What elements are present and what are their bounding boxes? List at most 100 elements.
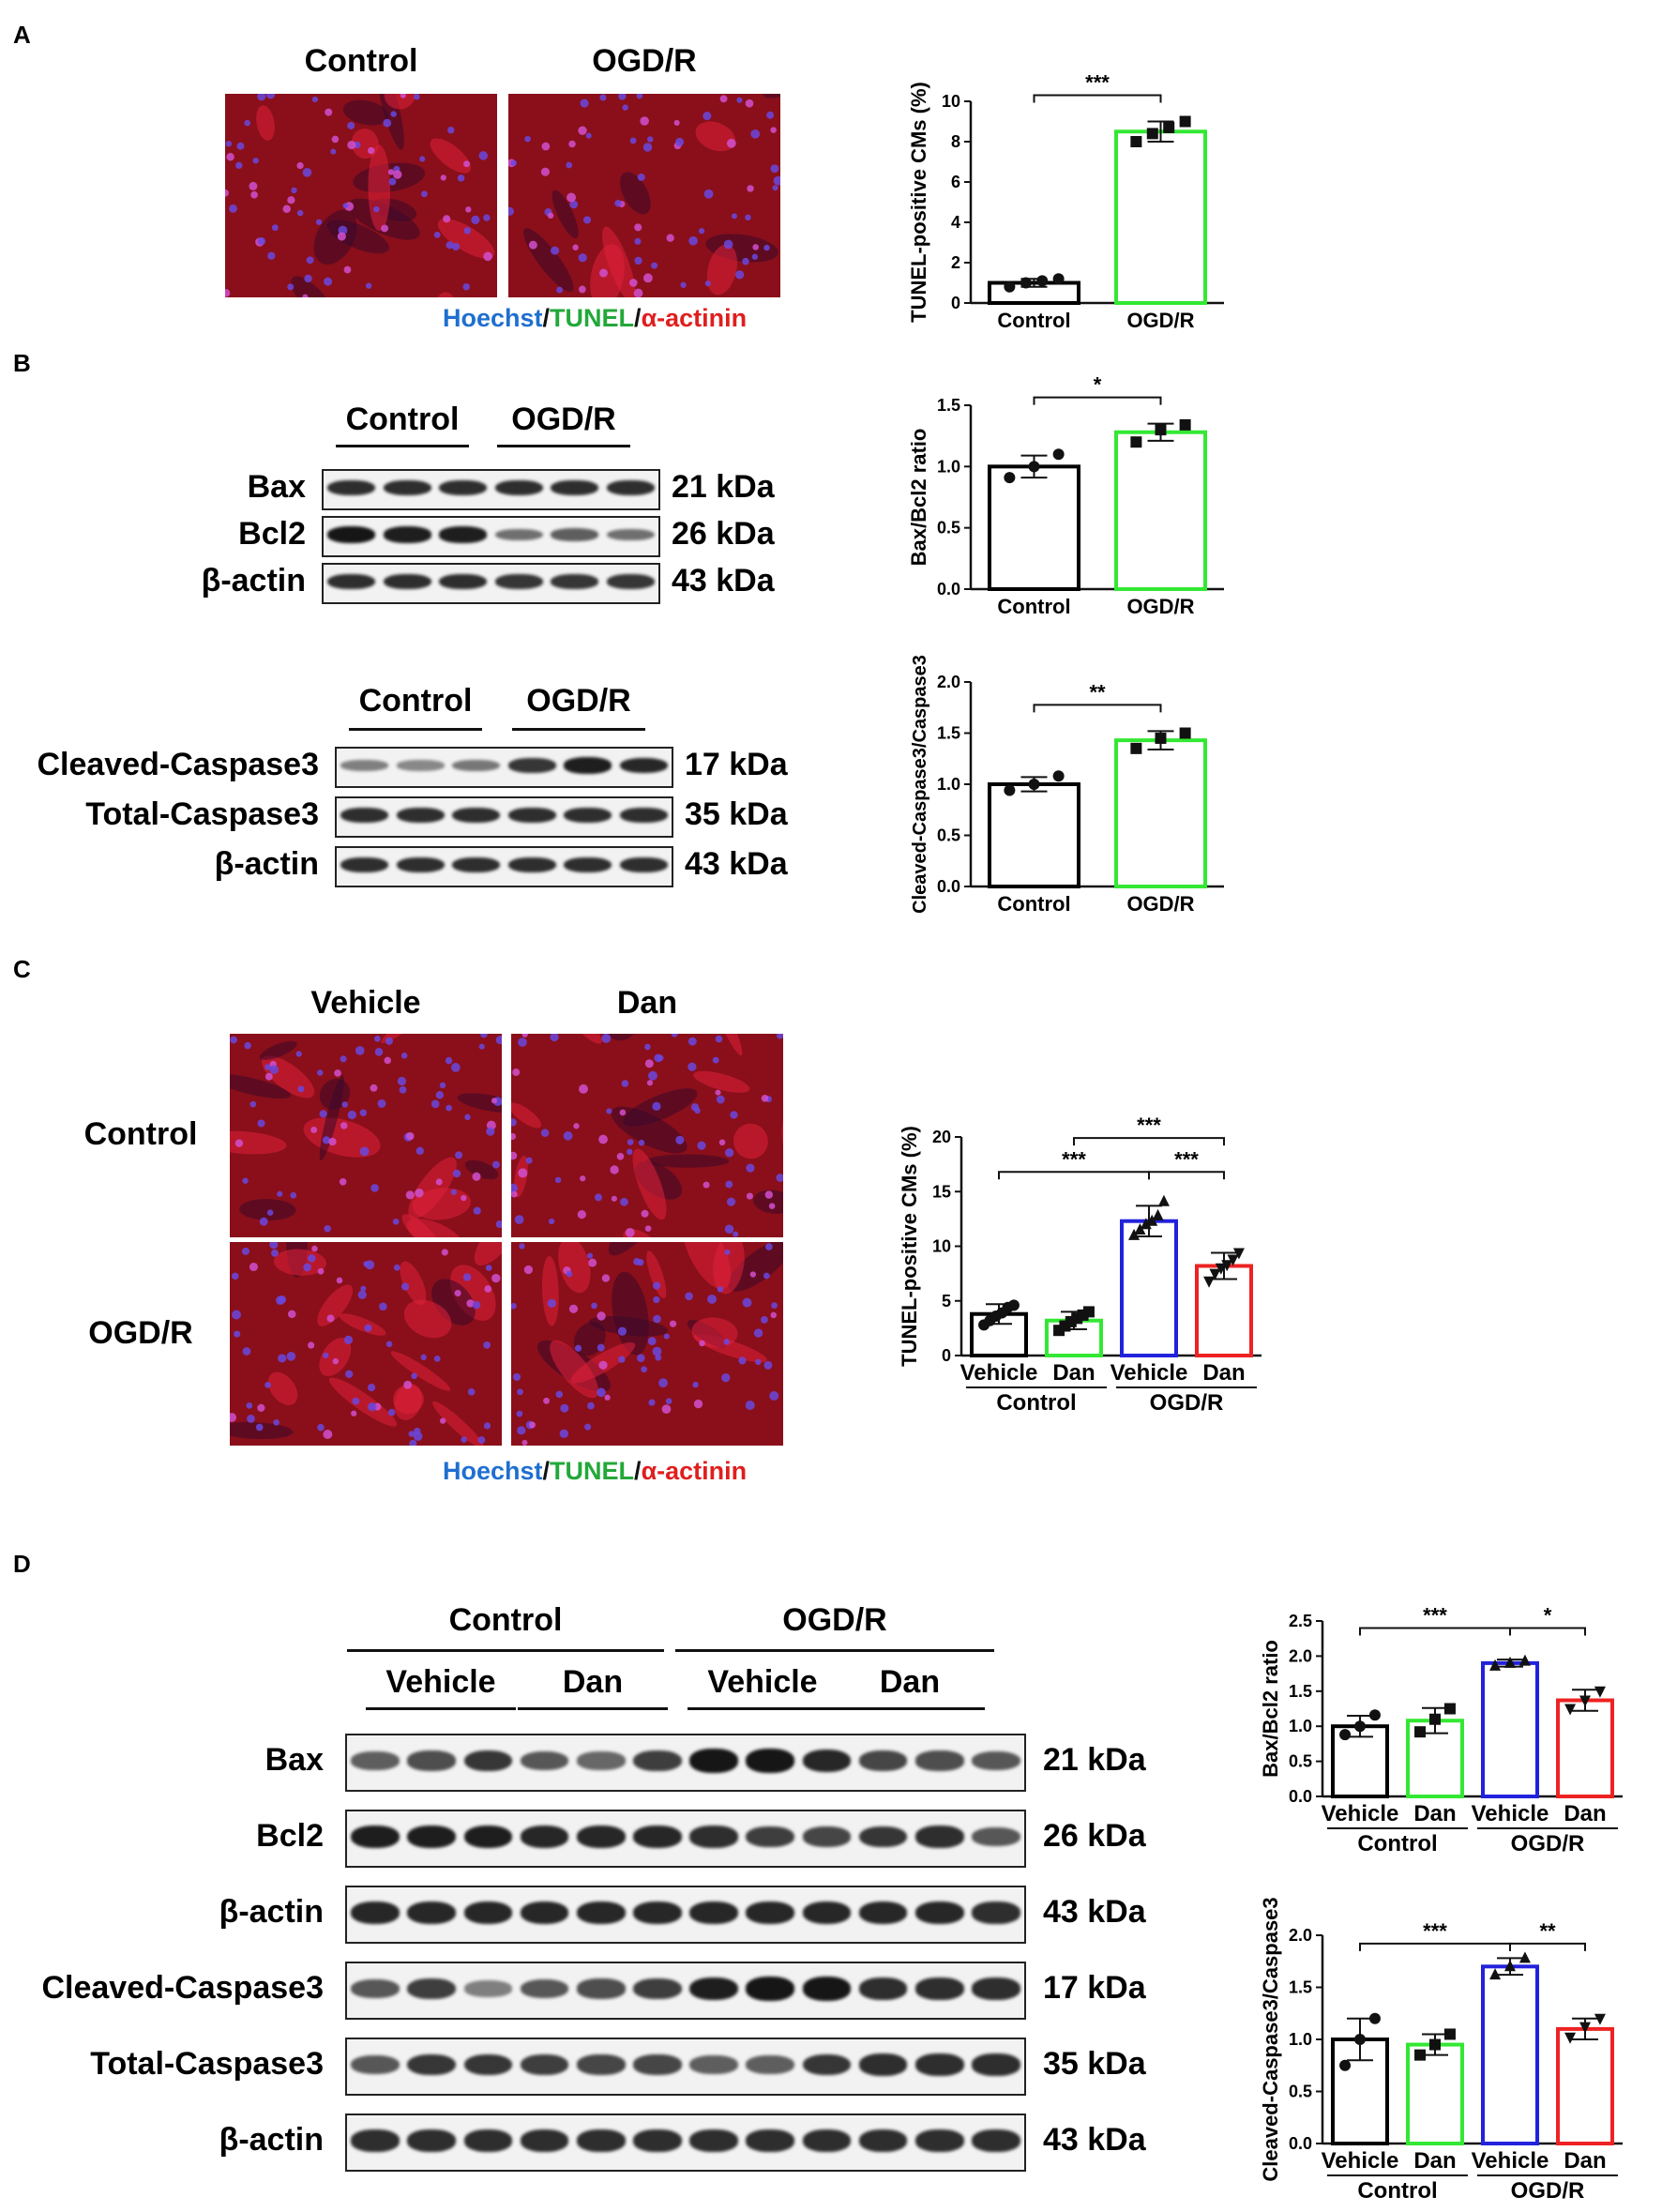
blot-label: β-actin: [214, 846, 319, 882]
data-point: [1579, 2022, 1591, 2034]
micrograph-c-ogdr-dan: [511, 1242, 783, 1446]
blot-kda: 43 kDa: [1043, 2122, 1146, 2158]
blot-band: [972, 2129, 1020, 2152]
blot-band: [858, 2129, 908, 2152]
blot-band: [407, 1825, 457, 1849]
y-tick-label: 1.0: [937, 775, 960, 794]
blot-band: [340, 807, 389, 824]
blot-strip: [335, 846, 673, 887]
blot-strip: [335, 796, 673, 838]
blot-label: Cleaved-Caspase3: [37, 747, 319, 782]
row-title-ogdr: OGD/R: [88, 1315, 193, 1351]
blot-band: [551, 479, 599, 496]
x-tick-label: Dan: [1413, 1801, 1456, 1826]
data-point: [1339, 2059, 1352, 2071]
micrograph-a-control: [225, 94, 497, 297]
significance-bracket: [1148, 1171, 1225, 1180]
blot-band: [452, 759, 501, 772]
blot-band: [689, 1901, 738, 1925]
data-point: [1128, 1228, 1141, 1240]
blot-group-line: [518, 1707, 668, 1710]
blot-label: β-actin: [219, 1894, 324, 1930]
data-point: [1594, 2013, 1606, 2025]
blot-band: [802, 1826, 852, 1847]
chart-c-tunel: 0 5 10 15 20 TUNEL-positive CMs (%) Vehicle Dan…: [898, 1114, 1262, 1416]
data-point: [1134, 1223, 1146, 1235]
data-point: [1504, 1960, 1516, 1972]
blot-band: [576, 1978, 626, 1999]
data-point: [1052, 273, 1065, 285]
blot-band: [507, 856, 556, 873]
blot-label: Total-Caspase3: [85, 796, 319, 832]
micrograph-a-ogdr: [508, 94, 780, 297]
blot-band: [351, 2054, 400, 2075]
y-tick-label: 1.5: [937, 724, 960, 743]
data-point: [1504, 1656, 1516, 1668]
blot-label: β-actin: [201, 563, 306, 598]
y-tick-label: 15: [932, 1182, 951, 1201]
blot-band: [351, 2129, 400, 2152]
blot-band: [463, 2053, 513, 2076]
blot-band: [351, 1901, 400, 1925]
significance-bracket: [1509, 1942, 1586, 1951]
blot-band: [858, 1826, 908, 1848]
y-tick-label: 0: [951, 294, 960, 312]
data-point: [1429, 2038, 1441, 2051]
blot-band: [407, 2053, 457, 2076]
blot-label: Total-Caspase3: [90, 2046, 324, 2082]
data-point: [1203, 1276, 1216, 1288]
micrograph-c-control-vehicle: [230, 1034, 502, 1237]
legend-slash: /: [542, 304, 551, 332]
data-point: [1414, 1726, 1427, 1738]
blot-band: [914, 1750, 964, 1771]
blot-band: [746, 1977, 795, 2001]
data-point: [1594, 1686, 1606, 1698]
data-point: [1020, 277, 1032, 289]
legend-hoechst: Hoechst: [443, 304, 543, 332]
x-tick-label: Dan: [1564, 2148, 1606, 2174]
blot-band: [351, 1825, 400, 1849]
blot-group-line: [835, 1707, 985, 1710]
panel-label-b: B: [13, 349, 31, 377]
blot-group-label: Dan: [562, 1664, 624, 1700]
blot-group-line: [336, 445, 469, 447]
blot-label: Bcl2: [256, 1818, 324, 1854]
bar: [1556, 2026, 1614, 2145]
bar: [1120, 1219, 1178, 1357]
y-tick-label: 8: [951, 132, 960, 151]
blot-kda: 26 kDa: [1043, 1818, 1146, 1854]
significance-label: ***: [1062, 1147, 1086, 1171]
x-tick-label: OGD/R: [1126, 892, 1194, 916]
x-tick-label: Control: [997, 309, 1070, 332]
blot-kda: 43 kDa: [672, 563, 775, 598]
blot-band: [689, 2129, 738, 2152]
image-title-ogdr: OGD/R: [592, 43, 697, 79]
bar: [1481, 1964, 1539, 2145]
panel-label-d: D: [13, 1550, 31, 1578]
data-point: [1518, 1951, 1531, 1963]
data-point: [1004, 280, 1016, 293]
data-point: [1443, 2028, 1456, 2040]
y-tick-label: 1.0: [937, 457, 960, 476]
blot-kda: 35 kDa: [685, 796, 788, 832]
blot-kda: 43 kDa: [685, 846, 788, 882]
bar: [988, 782, 1080, 888]
blot-band: [551, 574, 599, 589]
x-tick-label: OGD/R: [1126, 309, 1194, 332]
data-point: [1354, 1720, 1366, 1733]
y-tick-label: 1.5: [937, 396, 960, 415]
y-axis-label: Bax/Bcl2 ratio: [907, 429, 930, 567]
blot-band: [576, 1825, 626, 1849]
blot-band: [633, 1750, 682, 1772]
blot-label: Bcl2: [238, 516, 306, 552]
data-point: [1179, 418, 1191, 431]
blot-band: [463, 1750, 513, 1772]
blot-band: [494, 528, 543, 541]
blot-group-line: [675, 1649, 994, 1652]
data-point: [1163, 121, 1175, 133]
blot-band: [619, 757, 668, 774]
significance-bracket: [1033, 396, 1162, 405]
blot-band: [407, 1750, 457, 1771]
blot-band: [858, 2053, 908, 2076]
significance-label: ***: [1174, 1147, 1199, 1171]
